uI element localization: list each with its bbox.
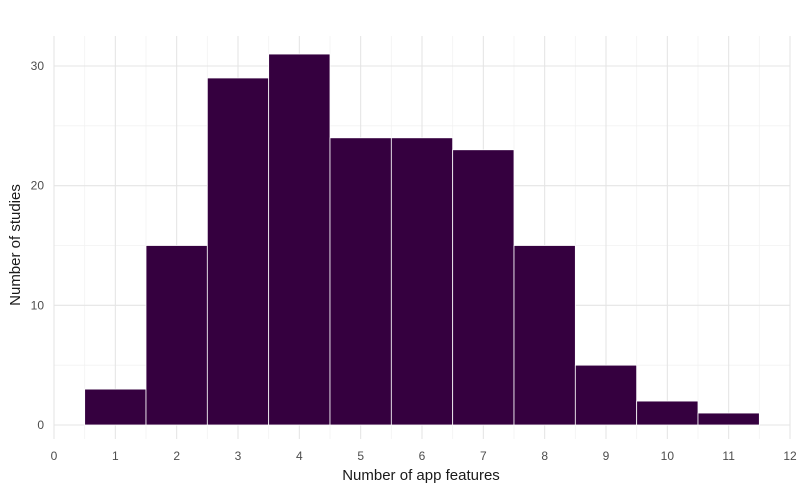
x-tick-label: 1 [112, 449, 119, 463]
x-tick-label: 3 [235, 449, 242, 463]
x-tick-label: 12 [783, 449, 797, 463]
histogram-bar-10 [636, 400, 699, 426]
x-tick-label: 5 [357, 449, 364, 463]
x-tick-label: 11 [722, 449, 735, 463]
histogram-bar-6 [390, 137, 454, 426]
x-tick-label: 4 [296, 449, 303, 463]
x-axis-title: Number of app features [342, 467, 500, 484]
x-tick-label: 9 [603, 449, 610, 463]
histogram-bar-1 [84, 388, 147, 426]
y-axis-tick-labels: 0 10 20 30 [31, 59, 45, 432]
histogram-bar-5 [329, 137, 392, 426]
x-tick-label: 10 [661, 449, 675, 463]
y-tick-label: 10 [31, 298, 45, 312]
x-tick-label: 2 [173, 449, 180, 463]
x-tick-label: 0 [51, 449, 58, 463]
y-axis-title: Number of studies [7, 184, 24, 306]
histogram-bar-3 [206, 77, 270, 426]
histogram-bar-4 [268, 53, 331, 426]
histogram-bars [84, 53, 760, 426]
y-tick-label: 20 [31, 179, 45, 193]
x-tick-label: 6 [419, 449, 426, 463]
x-axis-tick-labels: 0 1 2 3 4 5 6 7 8 9 10 11 12 [51, 449, 797, 463]
histogram-bar-9 [574, 364, 638, 426]
histogram-bar-8 [513, 245, 576, 426]
x-tick-label: 7 [480, 449, 487, 463]
y-tick-label: 0 [37, 418, 44, 432]
x-tick-label: 8 [541, 449, 548, 463]
histogram-bar-7 [452, 149, 515, 426]
y-tick-label: 30 [31, 59, 45, 73]
histogram-bar-11 [697, 412, 760, 426]
histogram-bar-2 [145, 245, 208, 426]
